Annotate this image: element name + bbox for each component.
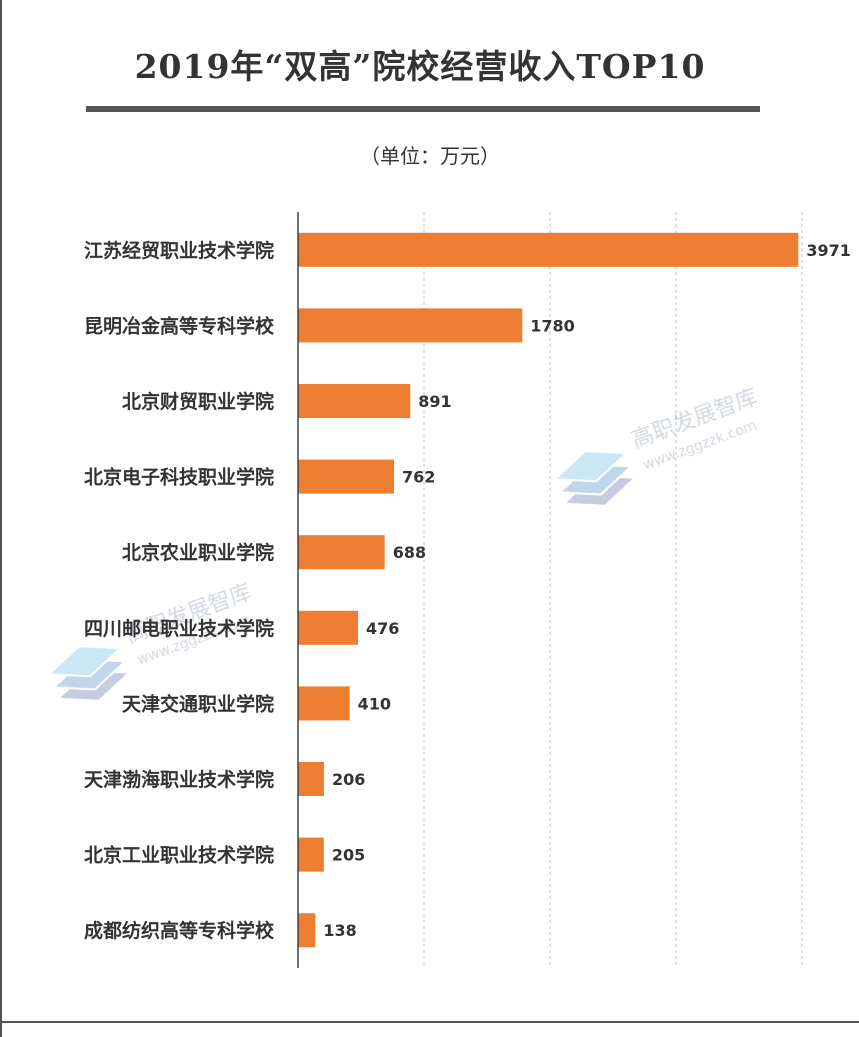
data-label: 205 — [332, 846, 365, 865]
category-label: 四川邮电职业技术学院 — [84, 617, 274, 640]
category-label: 昆明冶金高等专科学校 — [84, 314, 275, 337]
title-underline — [86, 106, 760, 112]
bars — [298, 232, 799, 948]
category-label: 北京农业职业学院 — [122, 541, 274, 564]
watermark-layer-shape — [552, 450, 629, 483]
data-label: 206 — [332, 770, 365, 789]
bar — [298, 459, 395, 494]
bar — [298, 761, 324, 797]
data-label: 410 — [358, 694, 391, 713]
data-label: 476 — [366, 619, 399, 638]
data-label: 3971 — [806, 241, 851, 260]
bar — [298, 837, 324, 872]
chart-title: 2019年“双高”院校经营收入TOP10 — [134, 47, 706, 86]
category-label: 成都纺织高等专科学校 — [84, 919, 275, 942]
category-label: 天津交通职业学院 — [122, 692, 274, 715]
data-label: 762 — [402, 468, 435, 487]
watermark-layer-shape — [46, 645, 123, 678]
bar — [298, 232, 799, 267]
unit-label: （单位：万元） — [360, 144, 500, 168]
labels: 江苏经贸职业技术学院 3971 昆明冶金高等专科学校 1780 北京财贸职业学院 891 北… — [84, 212, 851, 968]
bottom-rule — [0, 1021, 859, 1023]
data-label: 891 — [418, 392, 451, 411]
bar — [298, 913, 316, 948]
category-label: 天津渤海职业技术学院 — [84, 768, 274, 791]
data-label: 138 — [323, 921, 356, 940]
bar — [298, 383, 411, 419]
gridlines — [423, 212, 803, 968]
data-label: 1780 — [530, 316, 575, 335]
category-label: 北京财贸职业学院 — [122, 390, 274, 413]
bar — [298, 535, 385, 570]
data-label: 688 — [393, 543, 426, 562]
bar — [298, 308, 523, 343]
category-label: 北京工业职业技术学院 — [84, 844, 274, 867]
category-label: 北京电子科技职业学院 — [84, 466, 274, 489]
bar — [298, 686, 350, 721]
bar — [298, 610, 358, 645]
category-label: 江苏经贸职业技术学院 — [84, 239, 274, 262]
